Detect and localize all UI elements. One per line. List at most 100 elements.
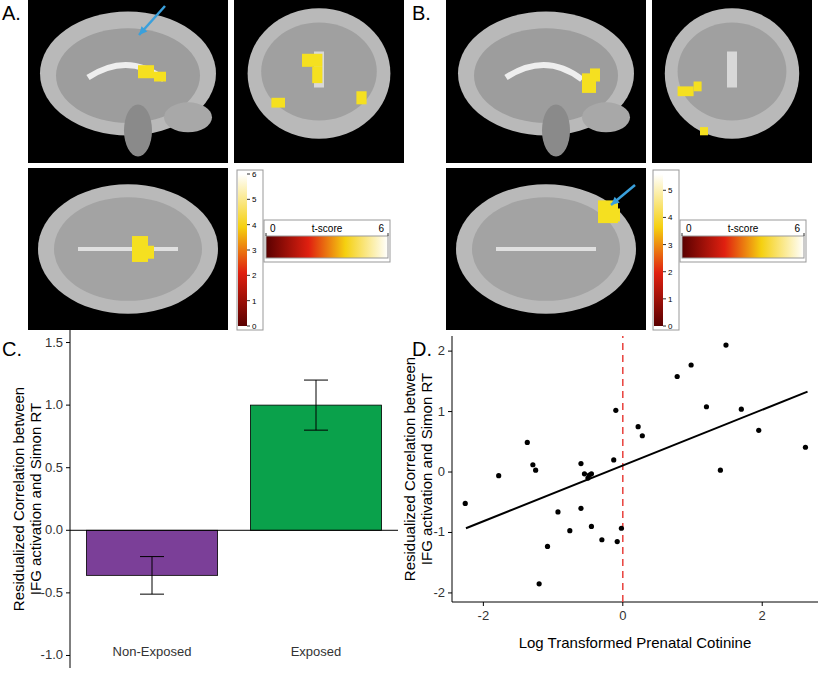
colorbar-tick xyxy=(663,271,666,272)
colorbar-tick-label: 0 xyxy=(686,223,692,234)
activation-blob xyxy=(610,209,620,222)
y-tick-label: -2 xyxy=(433,585,445,600)
brain-gray-matter xyxy=(678,23,787,121)
colorbar-tick-label: 6 xyxy=(794,223,800,234)
y-tick-label: 2 xyxy=(438,343,445,358)
y-axis-label-line: IFG activation and Simon RT xyxy=(27,403,44,595)
panel-b: B.01234506t-score xyxy=(412,0,812,331)
brain-gray-matter xyxy=(472,197,620,301)
brain-image-bg xyxy=(28,168,228,330)
y-axis-label-line: Residualized Correlation between xyxy=(10,387,27,611)
activation-blob xyxy=(271,98,285,108)
colorbar-horizontal xyxy=(266,236,388,258)
error-bar xyxy=(304,380,328,430)
x-tick-label: -2 xyxy=(478,608,490,623)
panel-label: C. xyxy=(2,338,22,360)
point xyxy=(803,445,808,450)
colorbar-tick-label: 5 xyxy=(668,186,673,195)
point xyxy=(619,526,624,531)
y-tick xyxy=(66,592,70,593)
point xyxy=(718,468,723,473)
point xyxy=(675,374,680,379)
colorbar-vertical xyxy=(654,174,663,326)
arrow xyxy=(139,6,165,35)
point xyxy=(640,433,645,438)
colorbar-title: t-score xyxy=(312,223,343,234)
brain-gray-matter xyxy=(54,197,202,301)
point xyxy=(530,462,535,467)
colorbar-tick xyxy=(804,233,805,236)
x-tick-label: Exposed xyxy=(291,644,342,659)
colorbar-tick xyxy=(247,224,250,225)
colorbar-tick xyxy=(663,326,666,327)
brainstem xyxy=(124,104,152,156)
error-bar-stem xyxy=(152,557,153,595)
point xyxy=(578,461,583,466)
y-axis-label-line: IFG activation and Simon RT xyxy=(418,373,435,565)
colorbar-tick-label: 1 xyxy=(252,297,257,306)
point xyxy=(578,506,583,511)
panel-label: A. xyxy=(2,2,21,24)
colorbar-tick-label: 6 xyxy=(378,223,384,234)
colorbar-tick xyxy=(247,199,250,200)
point xyxy=(704,404,709,409)
point xyxy=(537,581,542,586)
colorbar-tick xyxy=(247,300,250,301)
activation-blob xyxy=(356,91,366,104)
y-tick-label: 1 xyxy=(438,404,445,419)
y-tick-label: -1 xyxy=(433,524,445,539)
colorbar-tick xyxy=(247,275,250,276)
colorbar-tick xyxy=(682,233,683,236)
corpus-callosum xyxy=(506,65,582,80)
point xyxy=(636,424,641,429)
colorbar-tick xyxy=(663,190,666,191)
error-bar-cap xyxy=(304,430,328,431)
brain-outline xyxy=(665,8,799,138)
arrow-head xyxy=(139,26,147,35)
y-axis-label: Residualized Correlation betweenIFG acti… xyxy=(10,387,44,611)
colorbar-tick xyxy=(663,298,666,299)
colorbar-tick xyxy=(388,233,389,236)
x-tick-label: 0 xyxy=(619,608,626,623)
midline xyxy=(727,52,737,88)
x-tick xyxy=(762,602,763,606)
error-bar-cap xyxy=(304,380,328,381)
point xyxy=(589,524,594,529)
activation-blob xyxy=(678,86,694,96)
colorbar-tick-label: 1 xyxy=(668,295,673,304)
error-bar-stem xyxy=(316,380,317,430)
chart-d: D.Residualized Correlation betweenIFG ac… xyxy=(401,336,818,651)
colorbar-tick-label: 0 xyxy=(252,322,257,331)
colorbar-tick-label: 3 xyxy=(668,241,673,250)
y-tick xyxy=(448,351,452,352)
colorbar-frame xyxy=(237,170,263,330)
colorbar-tick-label: 0 xyxy=(668,322,673,331)
colorbar-tick xyxy=(663,244,666,245)
point xyxy=(533,468,538,473)
brain-gray-matter xyxy=(261,23,377,121)
brain-outline xyxy=(456,184,636,314)
point xyxy=(555,509,560,514)
chart-c: C. Residualized Correlation betweenIFG ac… xyxy=(2,330,398,668)
y-axis-label-line: Residualized Correlation between xyxy=(401,357,418,581)
figure: A.012345606t-scoreB.01234506t-scoreC.Res… xyxy=(0,0,825,673)
y-axis-label: Residualized Correlation betweenIFG acti… xyxy=(401,357,435,581)
x-axis xyxy=(452,602,818,603)
cerebellum xyxy=(582,102,630,132)
point xyxy=(525,440,530,445)
error-bar-cap xyxy=(140,594,164,595)
point xyxy=(496,473,501,478)
y-tick-label: 0.5 xyxy=(45,460,63,475)
point xyxy=(615,539,620,544)
point xyxy=(567,528,572,533)
brain-outline xyxy=(248,8,391,138)
colorbar-tick xyxy=(247,326,250,327)
activation-blob xyxy=(302,54,322,67)
panel-label: B. xyxy=(412,2,431,24)
brain-image-bg xyxy=(446,0,646,163)
zero-line xyxy=(70,530,398,531)
point xyxy=(545,544,550,549)
point xyxy=(723,342,728,347)
plot-area xyxy=(86,380,381,594)
arrow-head xyxy=(611,197,620,205)
